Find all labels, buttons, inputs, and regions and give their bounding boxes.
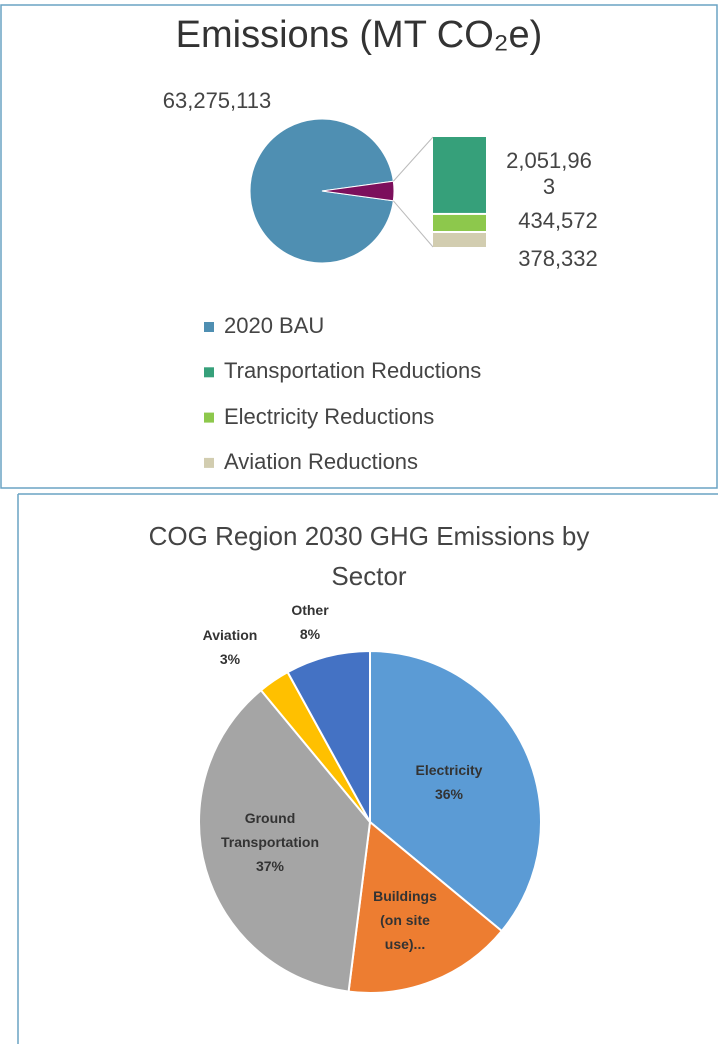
chart-title: COG Region 2030 GHG Emissions by Sector: [148, 521, 590, 591]
bar-segment: [433, 214, 486, 232]
connector: [392, 136, 434, 182]
legend-swatch: [204, 367, 214, 378]
value-label: 2,051,963: [506, 148, 592, 199]
slice-value: 8%: [299, 626, 321, 642]
slice-name: Aviation: [202, 627, 258, 643]
value-label: 378,332: [518, 246, 598, 271]
panel-border: [0, 4, 718, 489]
pie-slice: [286, 649, 371, 823]
slice-name: Ground Transportation: [220, 810, 319, 850]
chart-title: Emissions (MT CO₂e): [175, 14, 543, 56]
slice-label: Buildings (on site use)...: [365, 884, 445, 956]
slice-label: Aviation 3%: [190, 623, 270, 671]
legend-item: Transportation Reductions: [224, 358, 482, 384]
legend-item: Aviation Reductions: [224, 448, 419, 474]
pie-slice: [369, 649, 543, 933]
slice-value: 37%: [255, 858, 285, 874]
pie-slice-other: [321, 180, 395, 202]
slice-label: Ground Transportation 37%: [200, 806, 340, 878]
slice-name: Buildings (on site use)...: [373, 888, 437, 952]
pie-slice: [347, 820, 504, 994]
slice-name: Electricity: [415, 762, 483, 778]
slice-value: 3%: [219, 651, 241, 667]
value-label: 434,572: [518, 208, 598, 233]
legend-swatch: [204, 322, 214, 332]
value-label: 63,275,113: [162, 88, 272, 113]
pie-slice: [197, 688, 372, 993]
pie-slice: [249, 118, 394, 264]
legend-item: 2020 BAU: [224, 313, 325, 338]
legend-swatch: [204, 457, 214, 468]
slice-label: Electricity 36%: [399, 758, 499, 806]
legend-item: Electricity Reductions: [224, 403, 435, 429]
connector: [392, 200, 434, 248]
slice-name: Other: [291, 602, 329, 618]
slice-label: Other 8%: [270, 598, 350, 646]
legend-swatch: [204, 412, 214, 423]
slice-value: 36%: [434, 786, 464, 802]
bar-segment: [433, 233, 486, 247]
bar-segment: [433, 137, 486, 213]
